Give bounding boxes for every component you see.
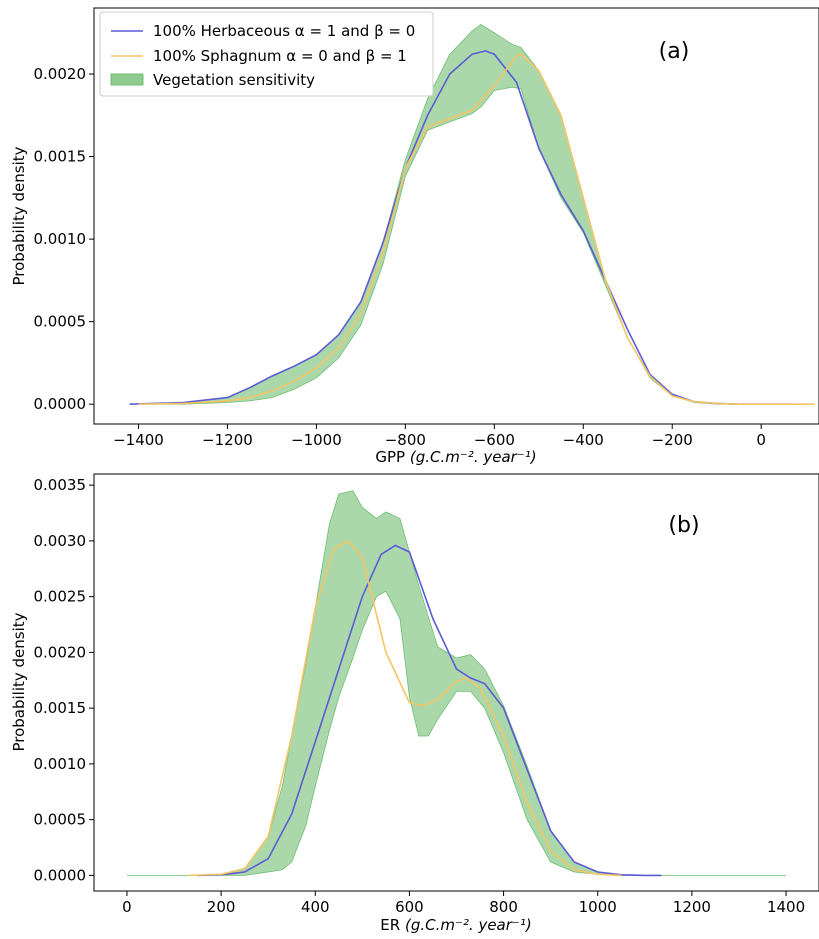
legend-herbaceous-label: 100% Herbaceous α = 1 and β = 0 [153,22,415,40]
x-tick-label: 1200 [673,898,711,916]
herbaceous-line-b [197,544,662,877]
x-tick-label: −200 [652,431,693,449]
x-tick-label: −800 [385,431,426,449]
panel-label-a: (a) [659,39,690,64]
x-tick-label: 0 [756,431,766,449]
x-tick-label: −1400 [113,431,164,449]
y-tick-label: 0.0000 [34,395,87,413]
x-tick-label: −400 [563,431,604,449]
axes-frame-b [93,473,819,892]
sensitivity-band-a [138,24,815,405]
legend-band-swatch [110,73,144,86]
ticks-a: −1400 −1200 −1000 −800 −600 −400 −200 0 0.0000 0.… [34,65,766,449]
x-tick-label: 1000 [579,898,617,916]
x-axis-label-b: ER (g.C.m⁻². year⁻¹) [380,916,531,934]
x-axis-label-a: GPP (g.C.m⁻². year⁻¹) [375,448,536,466]
y-axis-label-a: Probability density [10,146,28,285]
y-tick-label: 0.0010 [34,755,87,773]
x-tick-label: 400 [301,898,330,916]
y-tick-label: 0.0005 [34,811,87,829]
legend-sphagnum-label: 100% Sphagnum α = 0 and β = 1 [153,47,407,65]
sphagnum-line-a [138,53,815,405]
x-tick-label: 600 [395,898,424,916]
x-tick-label: 0 [122,898,132,916]
ticks-b: 0 200 400 600 800 1000 1200 1400 0.0000 0.0005 0.0… [34,476,806,916]
y-tick-label: 0.0030 [34,532,87,550]
x-tick-label: −1200 [202,431,253,449]
panel-a: −1400 −1200 −1000 −800 −600 −400 −200 0 0.0000 0.… [10,7,819,466]
y-tick-label: 0.0000 [34,866,87,884]
y-axis-label-b: Probability density [10,612,28,751]
y-tick-label: 0.0020 [34,643,87,661]
panel-b: 0 200 400 600 800 1000 1200 1400 0.0000 0.0005 0.0… [10,473,819,934]
y-tick-label: 0.0015 [34,148,87,166]
y-tick-label: 0.0025 [34,588,87,606]
legend-frame [99,11,434,97]
x-tick-label: −600 [474,431,515,449]
y-tick-label: 0.0035 [34,476,87,494]
sphagnum-line-b [188,539,622,877]
x-tick-label: 800 [489,898,518,916]
plot-area-a [129,24,815,405]
x-tick-label: 200 [207,898,236,916]
y-tick-label: 0.0010 [34,230,87,248]
legend-band-label: Vegetation sensitivity [153,71,315,89]
legend: 100% Herbaceous α = 1 and β = 0 100% Sph… [99,11,434,97]
axes-frame-a [93,7,819,425]
y-tick-label: 0.0020 [34,65,87,83]
x-tick-label: −1000 [291,431,342,449]
sensitivity-band-b [127,490,786,876]
x-tick-label: 1400 [767,898,805,916]
panel-label-b: (b) [668,513,699,538]
y-tick-label: 0.0015 [34,699,87,717]
y-tick-label: 0.0005 [34,313,87,331]
plot-area-b [127,490,786,877]
herbaceous-line-a [129,50,793,405]
